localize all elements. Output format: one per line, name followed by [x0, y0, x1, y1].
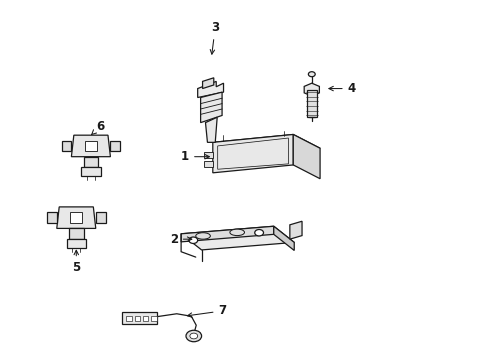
Polygon shape [66, 239, 86, 248]
Bar [203, 152, 212, 158]
Polygon shape [47, 212, 57, 223]
Text: 5: 5 [72, 250, 80, 274]
Polygon shape [71, 135, 110, 157]
Polygon shape [69, 228, 83, 239]
Polygon shape [200, 92, 222, 123]
Polygon shape [181, 226, 273, 242]
Circle shape [189, 333, 197, 339]
Polygon shape [110, 140, 120, 151]
Bar [203, 161, 212, 167]
Polygon shape [202, 78, 213, 89]
Polygon shape [61, 140, 71, 151]
Polygon shape [197, 81, 223, 98]
Polygon shape [96, 212, 105, 223]
Polygon shape [70, 212, 82, 223]
Circle shape [185, 330, 201, 342]
Bar [151, 316, 157, 320]
Polygon shape [205, 117, 217, 142]
Polygon shape [289, 221, 302, 239]
Polygon shape [81, 167, 101, 176]
Polygon shape [212, 134, 293, 173]
Text: 2: 2 [169, 233, 191, 246]
Ellipse shape [229, 229, 244, 235]
Text: 7: 7 [187, 305, 226, 318]
Polygon shape [212, 134, 320, 156]
Bar [126, 316, 132, 320]
Text: 3: 3 [210, 21, 219, 54]
Polygon shape [181, 226, 294, 250]
Circle shape [308, 72, 315, 77]
Text: 6: 6 [91, 120, 104, 135]
Polygon shape [217, 138, 288, 169]
Text: 1: 1 [181, 150, 209, 163]
Polygon shape [273, 226, 294, 251]
Polygon shape [293, 134, 320, 179]
Text: 4: 4 [328, 82, 355, 95]
Polygon shape [306, 90, 316, 117]
Polygon shape [304, 83, 319, 96]
Bar [122, 312, 157, 324]
Bar [143, 316, 148, 320]
Bar [135, 316, 140, 320]
Circle shape [188, 237, 197, 243]
Circle shape [254, 229, 263, 236]
Polygon shape [57, 207, 96, 228]
Ellipse shape [195, 233, 210, 239]
Polygon shape [83, 157, 98, 167]
Polygon shape [85, 140, 97, 151]
